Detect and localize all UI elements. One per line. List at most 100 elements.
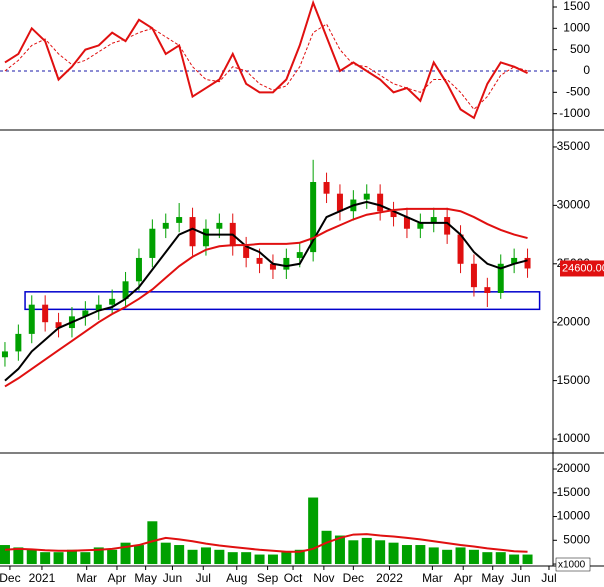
candle-body xyxy=(511,257,518,264)
candle-body xyxy=(189,217,196,247)
candle-body xyxy=(310,182,317,253)
last-price-label: 24600.00 xyxy=(562,262,604,274)
candle-body xyxy=(15,333,22,352)
candle-body xyxy=(390,211,397,218)
volume-bar xyxy=(442,549,453,565)
volume-bar xyxy=(0,545,10,565)
volume-bar xyxy=(120,542,131,565)
candle-body xyxy=(417,222,424,229)
y-tick-label: 15000 xyxy=(557,485,591,499)
x-tick-label: Dec xyxy=(343,571,364,585)
candle-body xyxy=(216,222,223,229)
volume-bar xyxy=(93,547,104,565)
volume-bar xyxy=(321,530,332,565)
x-tick-label: Apr xyxy=(454,571,473,585)
candle-body xyxy=(283,257,290,270)
volume-bar xyxy=(495,552,506,565)
candle-body xyxy=(122,281,129,299)
volume-bar xyxy=(174,545,185,565)
y-tick-label: 30000 xyxy=(557,198,591,212)
volume-bar xyxy=(13,547,24,565)
volume-bar xyxy=(401,545,412,565)
x-tick-label: Dec xyxy=(0,571,21,585)
volume-bar xyxy=(80,552,91,565)
candle-body xyxy=(176,217,183,223)
volume-bar xyxy=(522,554,533,565)
x-tick-label: 2022 xyxy=(376,571,403,585)
candle-body xyxy=(457,234,464,264)
y-tick-label: 35000 xyxy=(557,139,591,153)
volume-bar xyxy=(147,521,158,565)
candle-body xyxy=(55,322,62,329)
candle-body xyxy=(336,193,343,212)
x-tick-label: Mar xyxy=(422,571,443,585)
candle-body xyxy=(470,263,477,288)
y-tick-label: 20000 xyxy=(557,461,591,475)
candle-body xyxy=(202,228,209,247)
candle-body xyxy=(497,263,504,293)
candle-body xyxy=(430,217,437,223)
volume-bar xyxy=(428,547,439,565)
x-tick-label: May xyxy=(481,571,504,585)
volume-bar xyxy=(53,552,64,565)
candle-body xyxy=(82,310,89,317)
volume-bar xyxy=(281,552,292,565)
series-line xyxy=(4,23,528,111)
y-tick-label: 10000 xyxy=(557,431,591,445)
series-line xyxy=(4,0,528,120)
support-zone xyxy=(24,291,541,311)
volume-bar xyxy=(267,554,278,565)
x-tick-label: Jul xyxy=(541,571,556,585)
volume-bar xyxy=(509,554,520,565)
x-tick-label: Jun xyxy=(511,571,530,585)
candle-body xyxy=(363,193,370,200)
candle-body xyxy=(28,304,35,334)
candle-body xyxy=(1,351,8,358)
volume-bar xyxy=(187,549,198,565)
volume-bar xyxy=(200,547,211,565)
volume-bar xyxy=(361,537,372,565)
candle-body xyxy=(95,304,102,311)
candle-body xyxy=(42,304,49,323)
volume-bar xyxy=(482,552,493,565)
y-tick-label: 10000 xyxy=(557,509,591,523)
volume-bar xyxy=(308,497,319,565)
volume-bar xyxy=(348,540,359,565)
candle-body xyxy=(377,193,384,212)
y-tick-label: 0 xyxy=(583,63,590,77)
candle-body xyxy=(149,228,156,258)
candle-body xyxy=(444,217,451,235)
y-tick-label: 1000 xyxy=(563,21,590,35)
volume-bar xyxy=(160,542,171,565)
x-tick-label: Nov xyxy=(313,571,334,585)
candle-body xyxy=(296,252,303,258)
x-tick-label: Sep xyxy=(257,571,279,585)
volume-bar xyxy=(214,549,225,565)
volume-bar xyxy=(107,549,118,565)
volume-bar xyxy=(133,545,144,565)
x-tick-label: Mar xyxy=(76,571,97,585)
y-tick-label: 5000 xyxy=(563,532,590,546)
y-tick-label: -1000 xyxy=(559,106,590,120)
y-tick-label: 500 xyxy=(570,42,590,56)
volume-bar xyxy=(294,549,305,565)
volume-bar xyxy=(241,552,252,565)
candle-body xyxy=(269,263,276,270)
series-line xyxy=(4,200,528,382)
volume-bar xyxy=(40,552,51,565)
candle-body xyxy=(109,298,116,305)
unit-box xyxy=(555,557,591,572)
x-tick-label: Aug xyxy=(226,571,247,585)
volume-bar xyxy=(26,549,37,565)
volume-bar xyxy=(415,545,426,565)
volume-bar xyxy=(334,535,345,565)
y-tick-label: 1500 xyxy=(563,0,590,13)
volume-bar xyxy=(375,540,386,565)
x-tick-label: Apr xyxy=(108,571,127,585)
candle-body xyxy=(135,257,142,282)
x-tick-label: Jun xyxy=(163,571,182,585)
volume-bar xyxy=(468,549,479,565)
candle-body xyxy=(403,217,410,229)
candle-body xyxy=(243,246,250,258)
